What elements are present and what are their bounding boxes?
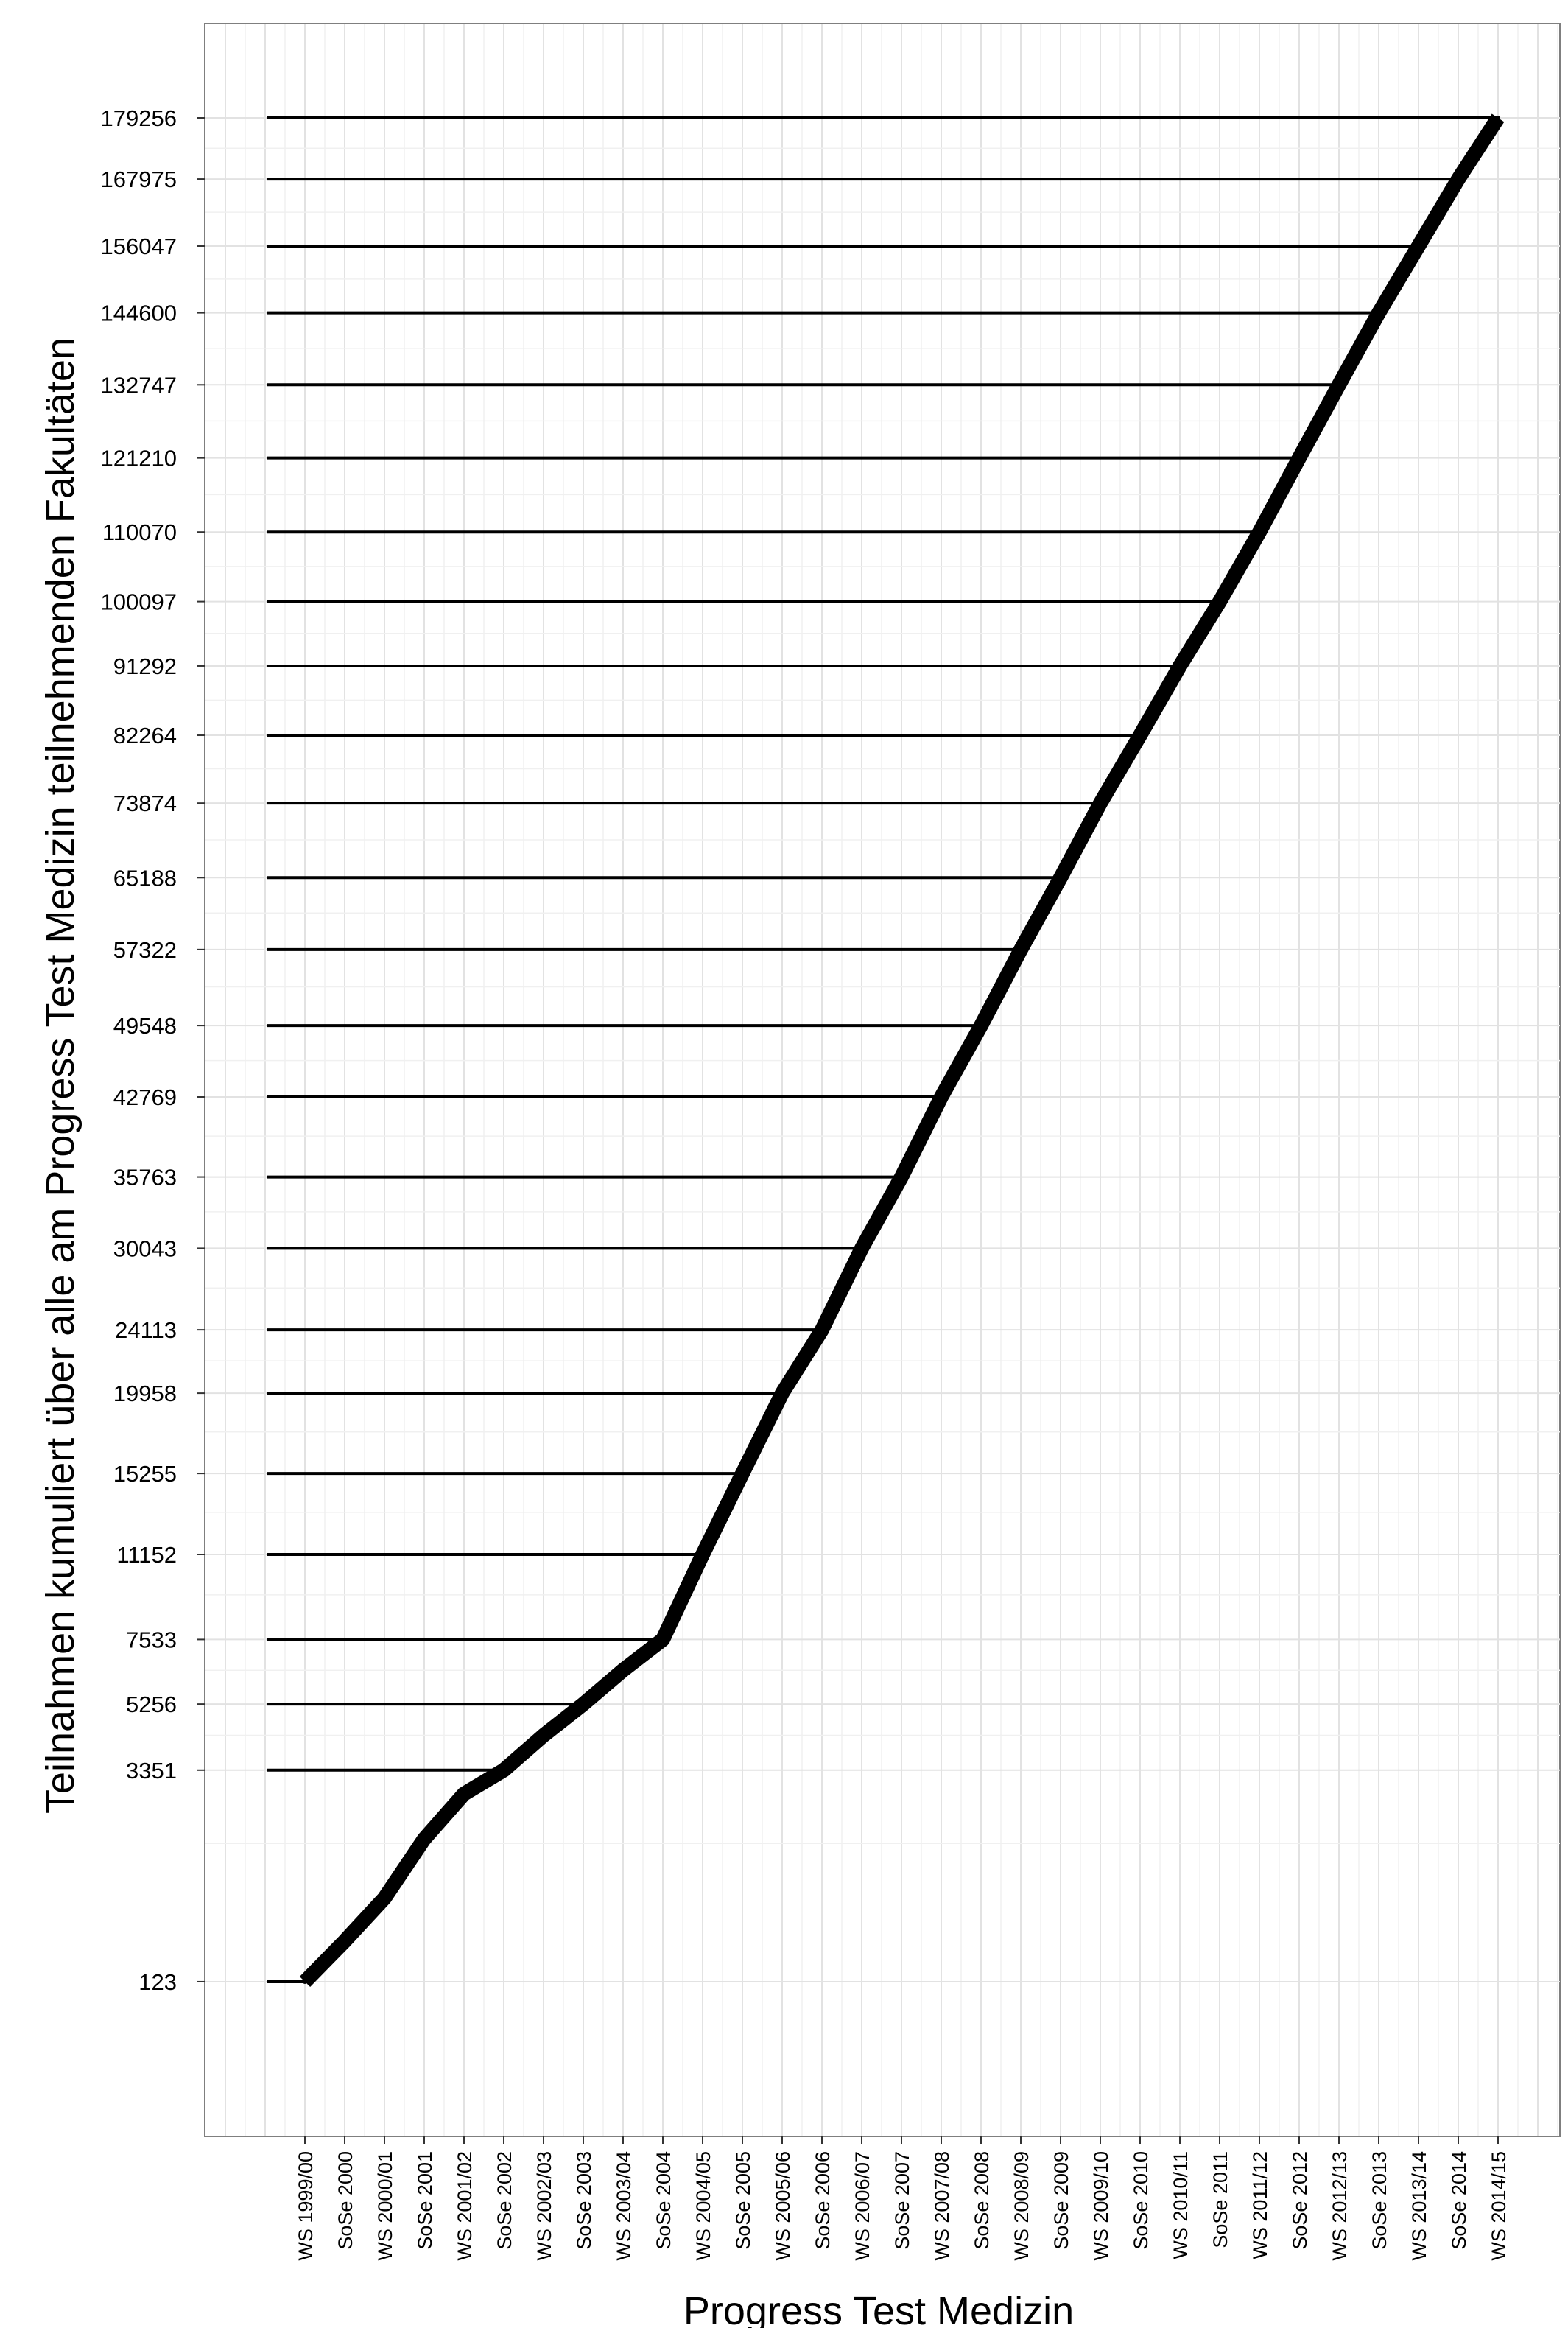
reference-lines <box>267 116 1498 1983</box>
x-tick-label: WS 2007/08 <box>931 2151 953 2261</box>
data-point <box>939 1094 943 1099</box>
data-point <box>1098 801 1103 806</box>
x-tick-label: SoSe 2007 <box>891 2151 913 2250</box>
x-tick-label: SoSe 2010 <box>1130 2151 1152 2250</box>
x-tick-label: SoSe 2006 <box>812 2151 834 2250</box>
x-tick-label: SoSe 2001 <box>414 2151 436 2250</box>
y-tick-label: 156047 <box>101 234 177 259</box>
x-tick-label: WS 2005/06 <box>772 2151 794 2261</box>
data-point <box>382 1896 387 1901</box>
x-tick-label: SoSe 2011 <box>1209 2151 1231 2248</box>
y-tick-label: 30043 <box>113 1235 177 1261</box>
data-point <box>1456 177 1460 182</box>
x-tick-label: WS 2006/07 <box>851 2151 873 2261</box>
x-tick-label: WS 2010/11 <box>1170 2151 1192 2259</box>
panel-background <box>204 23 1561 2137</box>
data-point <box>303 1979 307 1984</box>
y-tick-label: 110070 <box>102 519 177 545</box>
y-tick-label: 7533 <box>126 1627 177 1652</box>
x-tick-label: WS 2008/09 <box>1010 2151 1033 2261</box>
y-tick-label: 57322 <box>113 937 177 963</box>
x-tick-label: WS 2009/10 <box>1090 2151 1112 2261</box>
data-point <box>1217 599 1222 604</box>
data-point <box>979 1023 983 1028</box>
data-point <box>1058 875 1063 880</box>
data-point <box>621 1668 625 1673</box>
y-tick-label: 73874 <box>113 790 177 816</box>
y-axis-title: Teilnahmen kumuliert über alle am Progre… <box>38 337 82 1814</box>
data-point <box>541 1733 546 1738</box>
x-tick-label: WS 2011/12 <box>1249 2151 1271 2259</box>
data-point <box>1138 733 1142 738</box>
data-point <box>1496 116 1500 120</box>
data-point <box>502 1767 506 1773</box>
x-tick-label: SoSe 2004 <box>653 2151 675 2250</box>
x-tick-label: SoSe 2014 <box>1448 2151 1470 2250</box>
x-tick-label: WS 2001/02 <box>454 2151 476 2261</box>
y-tick-label: 132747 <box>101 372 177 398</box>
x-tick-label: WS 2013/14 <box>1408 2151 1430 2261</box>
data-point <box>899 1174 904 1179</box>
data-point <box>780 1391 784 1396</box>
x-tick-label: WS 2002/03 <box>533 2151 555 2261</box>
x-tick-label: WS 1999/00 <box>295 2151 317 2261</box>
data-point <box>422 1837 426 1842</box>
x-tick-label: WS 2012/13 <box>1329 2151 1351 2261</box>
data-point <box>1337 382 1341 388</box>
y-tick-label: 19958 <box>113 1381 177 1406</box>
data-point <box>859 1246 864 1251</box>
data-point <box>1257 530 1262 535</box>
y-tick-label: 11152 <box>116 1542 177 1568</box>
y-tick-label: 5256 <box>126 1691 177 1717</box>
data-point <box>342 1938 347 1943</box>
x-axis: WS 1999/00 SoSe 2000 WS 2000/01 SoSe 2001 WS… <box>295 2136 1510 2261</box>
x-tick-label: WS 2000/01 <box>374 2151 396 2261</box>
data-point <box>581 1702 586 1707</box>
data-point <box>1178 663 1182 668</box>
y-tick-label: 179256 <box>101 105 177 131</box>
y-tick-label: 121210 <box>101 446 177 471</box>
data-point <box>740 1471 745 1476</box>
y-tick-label: 49548 <box>113 1013 177 1039</box>
x-tick-label: WS 2014/15 <box>1488 2151 1510 2261</box>
y-tick-label: 42769 <box>113 1084 177 1110</box>
data-point <box>661 1637 665 1642</box>
x-tick-label: SoSe 2008 <box>971 2151 993 2250</box>
data-point <box>462 1792 466 1797</box>
data-point <box>820 1328 824 1333</box>
x-tick-label: SoSe 2005 <box>732 2151 754 2250</box>
x-tick-label: SoSe 2000 <box>334 2151 356 2250</box>
y-tick-label: 123 <box>138 1969 177 1995</box>
data-point <box>1377 310 1381 315</box>
y-tick-label: 3351 <box>126 1758 177 1784</box>
data-point <box>1297 455 1301 460</box>
x-tick-label: SoSe 2009 <box>1050 2151 1072 2250</box>
x-tick-label: WS 2004/05 <box>692 2151 714 2261</box>
x-tick-label: SoSe 2003 <box>573 2151 595 2250</box>
series-layer <box>299 113 1505 1987</box>
y-tick-label: 15255 <box>113 1461 177 1487</box>
y-tick-label: 65188 <box>113 865 177 891</box>
y-tick-label: 82264 <box>113 723 177 748</box>
x-tick-label: SoSe 2002 <box>493 2151 516 2250</box>
y-tick-label: 144600 <box>101 301 177 326</box>
x-tick-label: SoSe 2012 <box>1289 2151 1311 2250</box>
data-point <box>1416 244 1421 249</box>
data-point <box>1019 947 1023 952</box>
y-tick-label: 24113 <box>115 1317 177 1343</box>
y-tick-label: 91292 <box>113 653 177 679</box>
y-tick-label: 35763 <box>113 1165 177 1191</box>
x-axis-title: Progress Test Medizin <box>683 2289 1074 2328</box>
x-tick-label: SoSe 2013 <box>1368 2151 1391 2250</box>
x-tick-label: WS 2003/04 <box>613 2151 635 2261</box>
data-point <box>700 1552 705 1557</box>
y-tick-label: 100097 <box>101 589 177 615</box>
y-tick-label: 167975 <box>101 166 177 192</box>
y-axis: 123 3351 5256 7533 11152 15255 19958 24113 30043… <box>101 105 205 1995</box>
